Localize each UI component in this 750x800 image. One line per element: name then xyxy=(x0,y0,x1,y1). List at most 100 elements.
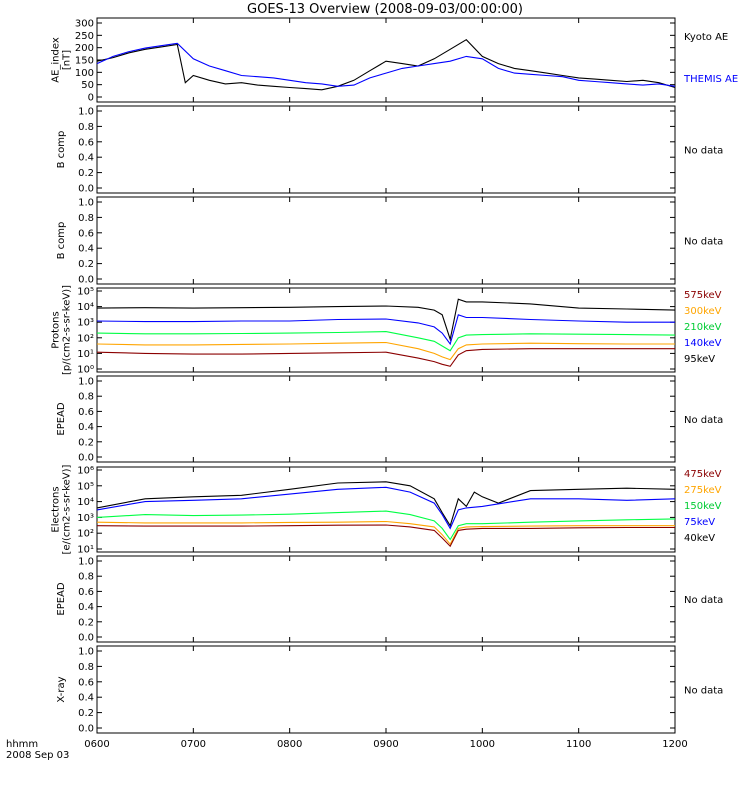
no-data-label: No data xyxy=(684,237,723,248)
y-tick-label: 0.6 xyxy=(78,587,94,598)
legend-entry: 275keV xyxy=(684,485,722,496)
panel-frame xyxy=(96,105,676,194)
y-tick-label: 1.0 xyxy=(78,557,94,568)
no-data-label: No data xyxy=(684,415,723,426)
y-axis-label: [nT] xyxy=(62,50,73,70)
y-tick-label: 0.2 xyxy=(78,168,94,179)
series-line-40kev xyxy=(96,481,676,528)
series-line-140kev xyxy=(96,314,675,346)
panel-2: 1.0 0.8 0.6 0.4 0.2 0.0 B comp No data xyxy=(56,105,723,195)
y-tick-label: 0.2 xyxy=(78,437,94,448)
legend-entry: 95keV xyxy=(684,354,715,365)
panel-frame xyxy=(96,555,676,643)
y-tick-label: 0.2 xyxy=(78,617,94,628)
y-tick-label: 0.4 xyxy=(78,422,94,433)
no-data-label: No data xyxy=(684,686,723,697)
y-tick-label: 10⁴ xyxy=(77,302,94,313)
y-axis-label: [p/(cm2-s-sr-keV)] xyxy=(62,285,73,375)
y-axis-label: B comp xyxy=(56,222,67,260)
panel-frame xyxy=(96,287,676,373)
y-tick-label: 10³ xyxy=(77,513,94,524)
y-axis-label: Electrons xyxy=(51,486,62,532)
panel-frame xyxy=(96,466,676,553)
y-tick-label: 50 xyxy=(81,80,94,91)
series-line-275kev xyxy=(96,520,675,546)
y-tick-label: 250 xyxy=(75,31,94,42)
y-tick-label: 0.8 xyxy=(78,662,94,673)
legend-entry: 40keV xyxy=(684,533,715,544)
series-line-themis-ae xyxy=(96,42,676,87)
legend-entry: Kyoto AE xyxy=(684,32,728,43)
y-tick-label: 1.0 xyxy=(78,198,94,209)
legend-entry: 575keV xyxy=(684,290,722,301)
y-tick-label: 10¹ xyxy=(77,349,94,360)
no-data-label: No data xyxy=(684,595,723,606)
y-tick-label: 300 xyxy=(75,19,94,30)
y-tick-label: 100 xyxy=(75,68,94,79)
panel-6: 10⁶ 10⁵ 10⁴ 10³ 10² 10¹ Electrons [e/(cm2-s-sr-… xyxy=(51,464,722,555)
panel-4: 10⁵ 10⁴ 10³ 10² 10¹ 10⁰ Protons [p/(cm2-s-sr-ke… xyxy=(51,285,722,376)
time-format-label: hhmm xyxy=(6,739,38,750)
y-tick-label: 0 xyxy=(88,93,94,104)
y-tick-label: 10⁴ xyxy=(77,497,94,508)
y-tick-label: 0.8 xyxy=(78,122,94,133)
y-tick-label: 1.0 xyxy=(78,377,94,388)
y-tick-label: 1.0 xyxy=(78,107,94,118)
y-axis-label: AE_index xyxy=(51,37,62,83)
y-tick-label: 0.4 xyxy=(78,693,94,704)
y-tick-label: 0.0 xyxy=(78,724,94,735)
y-tick-label: 0.2 xyxy=(78,259,94,270)
y-tick-label: 0.4 xyxy=(78,602,94,613)
y-tick-label: 10⁶ xyxy=(77,466,94,477)
x-tick-label: 1100 xyxy=(566,739,591,750)
y-tick-label: 0.6 xyxy=(78,677,94,688)
y-tick-label: 10² xyxy=(77,529,94,540)
legend-entry: 475keV xyxy=(684,469,722,480)
y-tick-label: 0.8 xyxy=(78,392,94,403)
series-line-575kev xyxy=(96,348,675,367)
series-line-210kev xyxy=(96,331,676,352)
panel-frame xyxy=(96,645,676,734)
figure-title: GOES-13 Overview (2008-09-03/00:00:00) xyxy=(247,2,523,17)
legend-entry: 300keV xyxy=(684,306,722,317)
panel-5: 1.0 0.8 0.6 0.4 0.2 0.0 EPEAD No data xyxy=(56,375,723,464)
y-tick-label: 0.6 xyxy=(78,407,94,418)
series-line-475kev xyxy=(96,524,675,548)
y-tick-label: 0.0 xyxy=(78,184,94,195)
panel-8: 1.0 0.8 0.6 0.4 0.2 0.0 X-ray No data xyxy=(56,645,723,735)
y-tick-label: 0.6 xyxy=(78,228,94,239)
x-tick-label: 1200 xyxy=(662,739,687,750)
y-tick-label: 200 xyxy=(75,43,94,54)
y-tick-label: 0.8 xyxy=(78,213,94,224)
x-tick-label: 0900 xyxy=(373,739,398,750)
series-line-300kev xyxy=(96,341,675,361)
x-tick-label: 0600 xyxy=(84,739,109,750)
y-tick-label: 10³ xyxy=(77,318,94,329)
y-tick-label: 0.8 xyxy=(78,572,94,583)
x-tick-label: 0700 xyxy=(181,739,206,750)
y-tick-label: 10⁵ xyxy=(77,481,94,492)
y-tick-label: 10⁰ xyxy=(77,365,94,376)
legend-entry: 140keV xyxy=(684,338,722,349)
y-tick-label: 0.4 xyxy=(78,153,94,164)
y-tick-label: 10⁵ xyxy=(77,287,94,298)
panel-frame xyxy=(96,196,676,285)
panel-7: 1.0 0.8 0.6 0.4 0.2 0.0 EPEAD No data xyxy=(56,555,723,644)
panel-frame xyxy=(96,375,676,463)
y-tick-label: 0.0 xyxy=(78,633,94,644)
legend-entry: 75keV xyxy=(684,517,715,528)
y-axis-label: EPEAD xyxy=(56,582,67,616)
series-line-75kev xyxy=(96,486,676,530)
panel-3: 1.0 0.8 0.6 0.4 0.2 0.0 B comp No data xyxy=(56,196,723,286)
y-tick-label: 0.0 xyxy=(78,275,94,286)
y-axis-label: Protons xyxy=(51,311,62,348)
panel-frame xyxy=(96,17,676,103)
legend-entry: 210keV xyxy=(684,322,722,333)
y-tick-label: 10² xyxy=(77,333,94,344)
y-tick-label: 0.4 xyxy=(78,244,94,255)
y-tick-label: 0.2 xyxy=(78,708,94,719)
date-label: 2008 Sep 03 xyxy=(6,750,69,761)
